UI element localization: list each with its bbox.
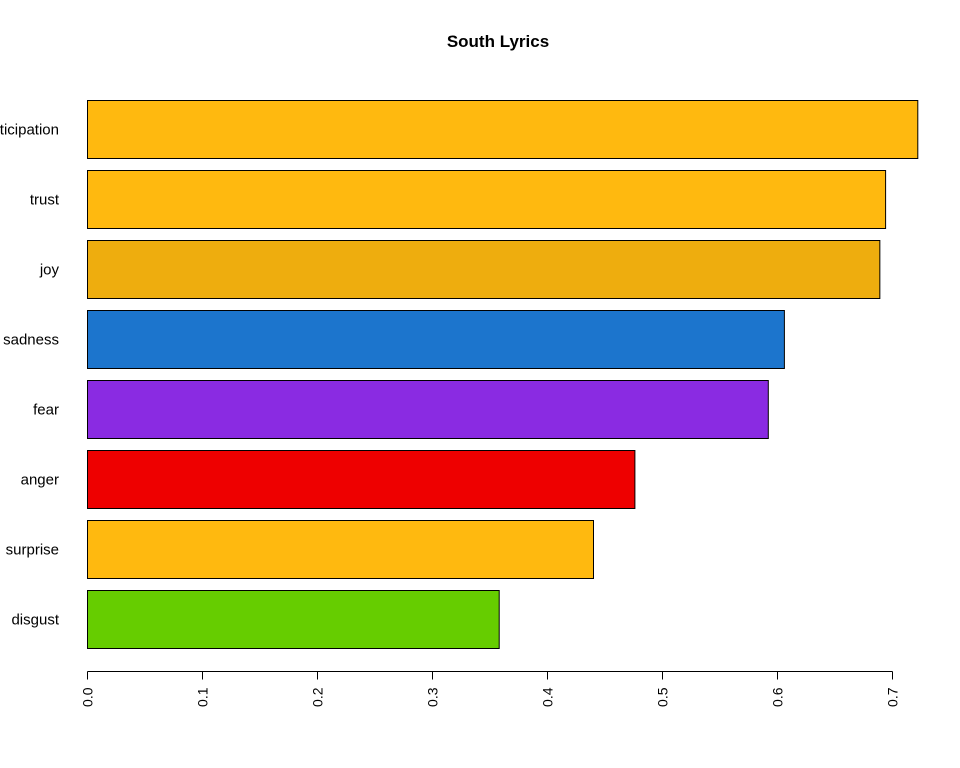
x-tick-label: 0.1 [195, 687, 211, 707]
bar-joy [87, 240, 881, 299]
category-label-anticipation: anticipation [0, 122, 59, 139]
category-label-fear: fear [33, 402, 59, 419]
bar-surprise [87, 520, 594, 579]
x-tick-label: 0.7 [885, 687, 901, 707]
x-tick-label: 0.6 [770, 687, 786, 707]
category-label-anger: anger [21, 472, 59, 489]
category-label-surprise: surprise [6, 542, 59, 559]
x-tick-label: 0.0 [80, 687, 96, 707]
bar-fear [87, 380, 769, 439]
bars-group [87, 100, 919, 649]
x-axis: 0.0 0.1 0.2 0.3 0.4 0.5 0.6 0.7 [80, 671, 901, 707]
bar-anger [87, 450, 636, 509]
category-label-trust: trust [30, 192, 60, 209]
bar-sadness [87, 310, 785, 369]
x-tick-label: 0.3 [425, 687, 441, 707]
category-label-sadness: sadness [3, 332, 59, 349]
category-label-disgust: disgust [11, 612, 59, 629]
x-tick-label: 0.2 [310, 687, 326, 707]
bar-trust [87, 170, 887, 229]
bar-disgust [87, 590, 500, 649]
x-tick-label: 0.5 [655, 687, 671, 707]
x-tick-label: 0.4 [540, 687, 556, 707]
bar-anticipation [87, 100, 919, 159]
chart-title: South Lyrics [447, 32, 549, 51]
category-label-joy: joy [39, 262, 60, 279]
category-labels: anticipation trust joy sadness fear anger surp… [0, 122, 60, 629]
